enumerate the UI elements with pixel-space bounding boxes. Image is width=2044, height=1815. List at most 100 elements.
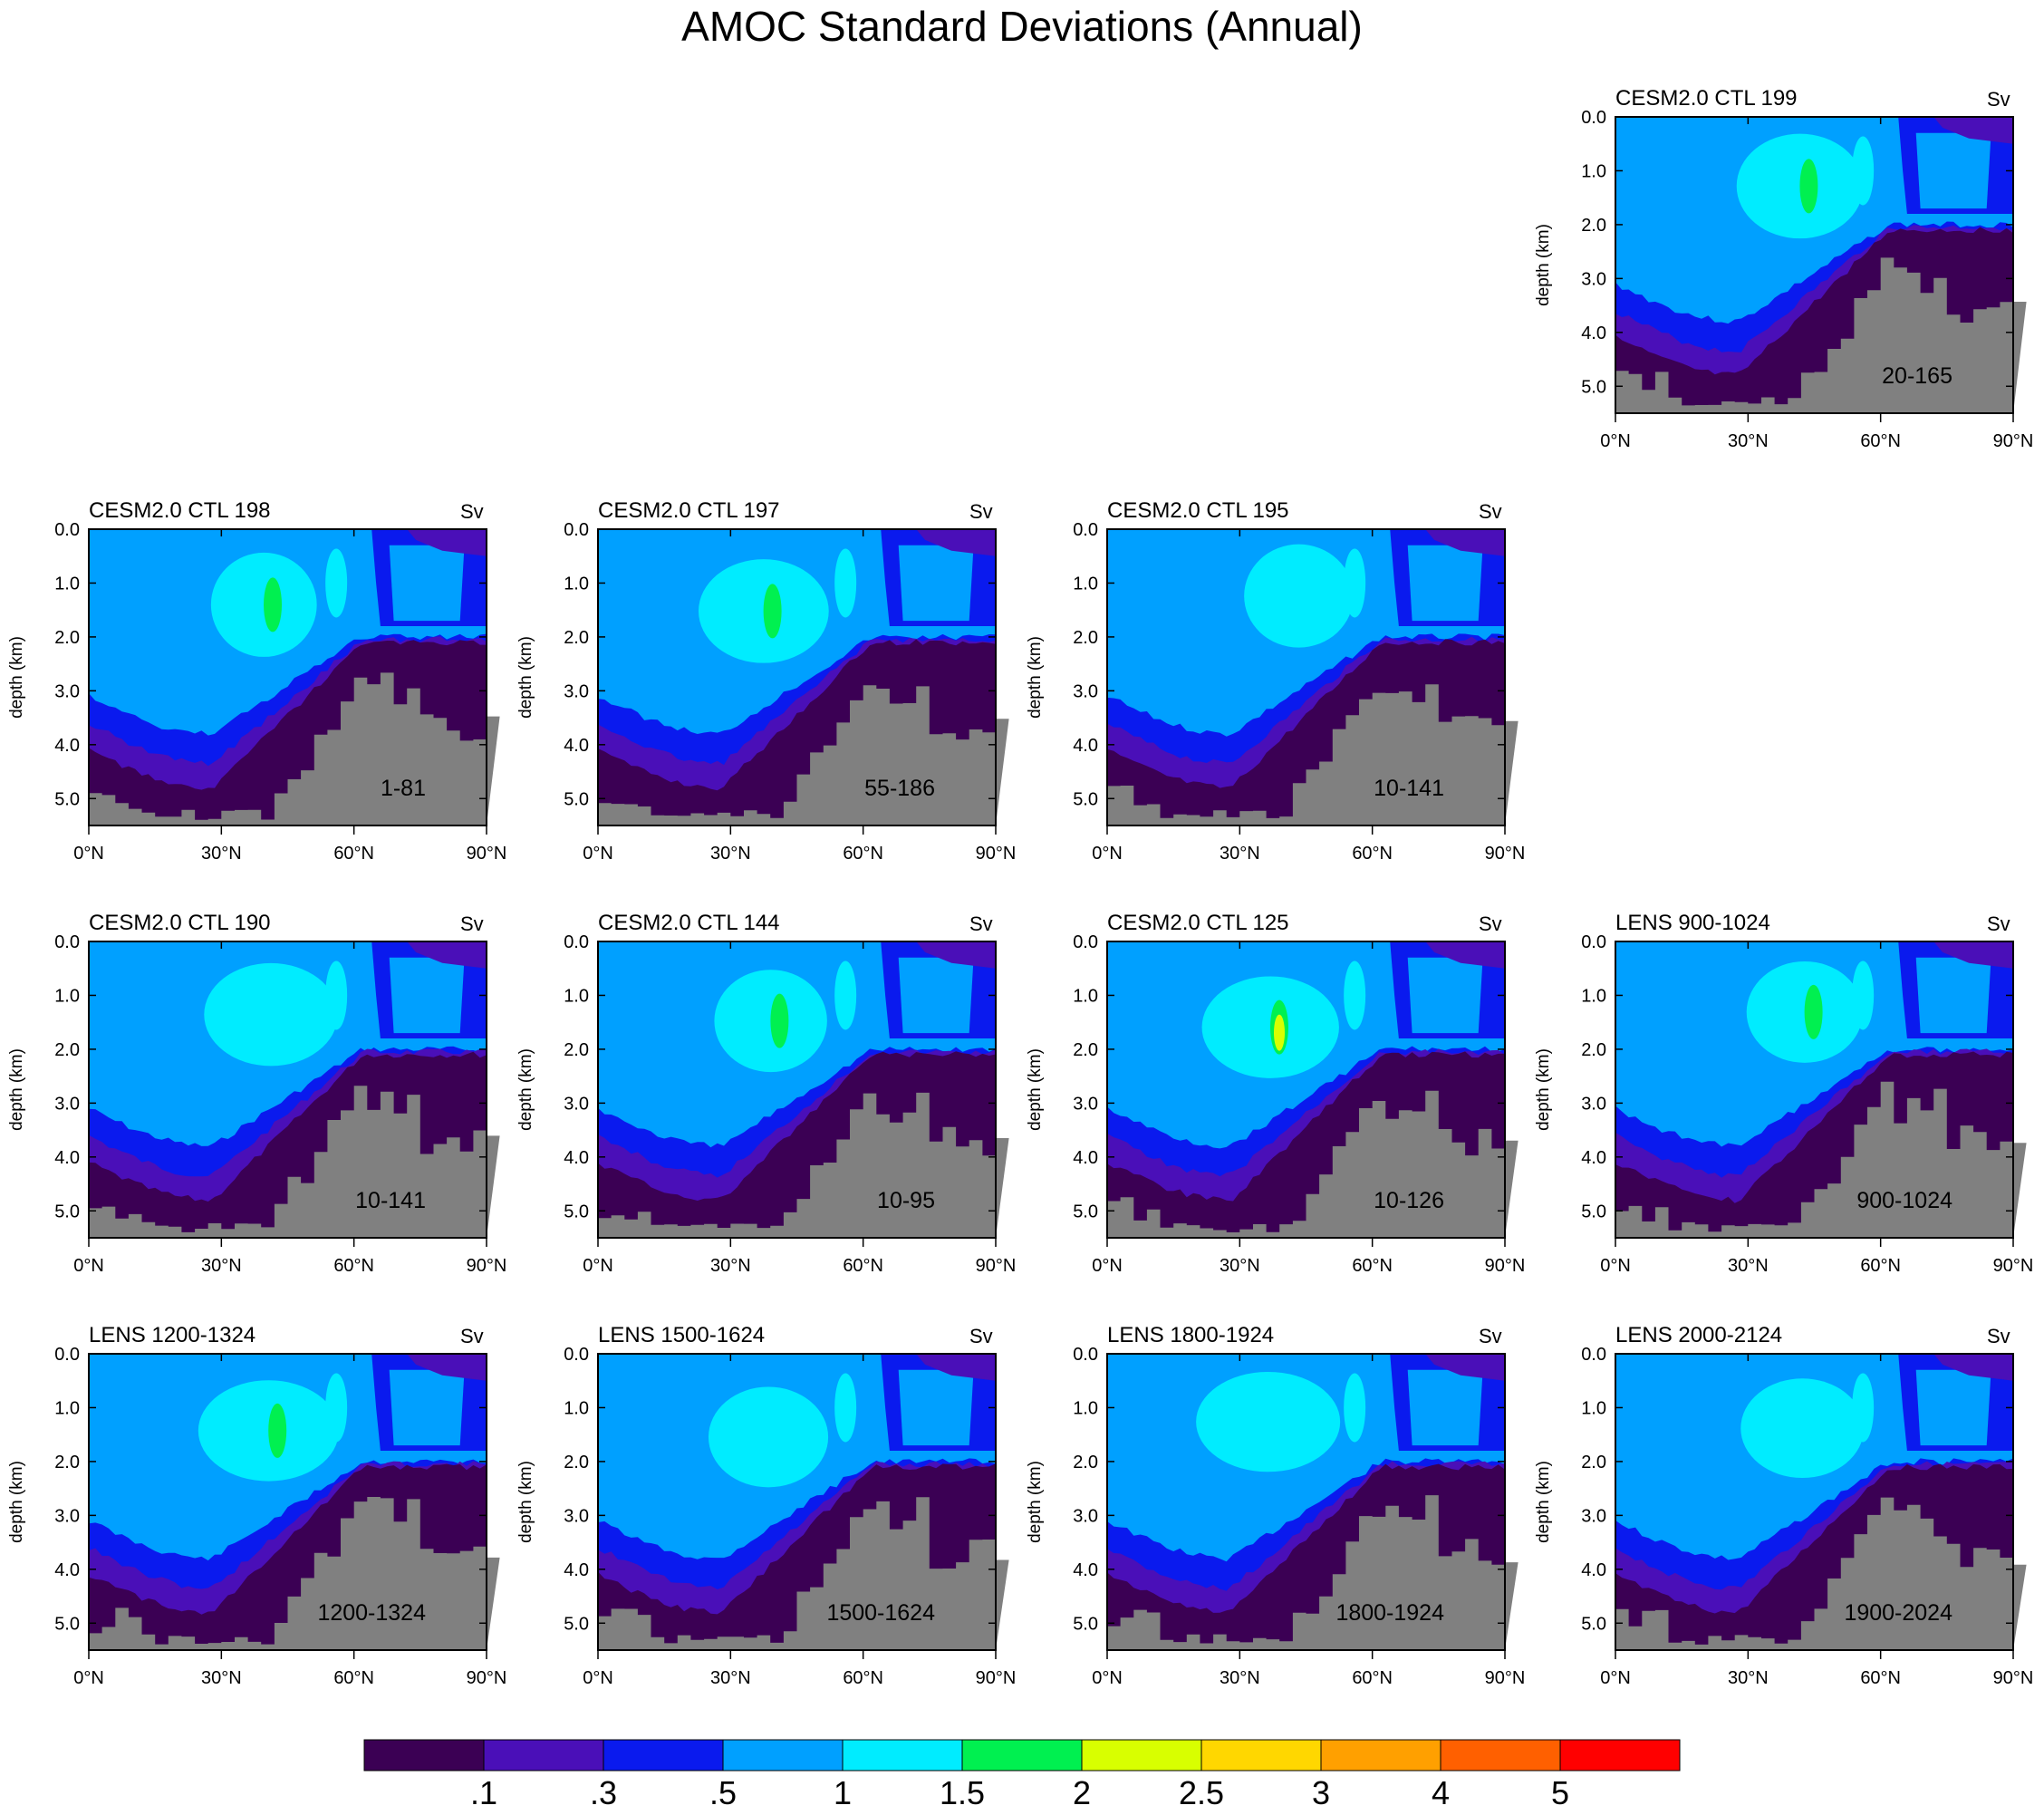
colorbar-label: 1 [833,1774,853,1811]
y-axis-label: depth (km) [7,636,26,719]
bathymetry [89,672,500,825]
y-tick-label: 0.0 [1581,108,1606,128]
panel-year-range: 10-126 [1374,1188,1444,1213]
colorbar-label: 1.5 [939,1774,986,1811]
x-tick-label: 0°N [583,1668,613,1688]
contour-band [325,961,348,1030]
panel-plot: 0.0 1.0 2.0 3.0 4.0 5.0 0°N 30°N 60°N 90°N depth (… [7,932,506,1276]
panel-title: LENS 1500-1624 [598,1323,766,1347]
y-axis-label: depth (km) [1534,1461,1553,1543]
contour-band [1933,1354,2013,1381]
y-axis-label: depth (km) [1026,1461,1045,1543]
contour-band [1915,1369,1991,1446]
y-tick-label: 1.0 [1073,986,1098,1006]
panel-title: CESM2.0 CTL 190 [89,911,271,935]
y-axis-label: depth (km) [1026,1048,1045,1131]
x-tick-label: 60°N [843,844,883,864]
panel: 0.0 1.0 2.0 3.0 4.0 5.0 0°N 30°N 60°N 90°N depth (… [1018,911,1528,1293]
contour-band [763,584,782,639]
contour-band [1915,132,1991,209]
panel-title: CESM2.0 CTL 198 [89,498,271,523]
y-tick-label: 3.0 [564,681,589,701]
y-axis-label: depth (km) [7,1048,26,1131]
y-tick-label: 0.0 [564,1345,589,1365]
x-tick-label: 60°N [1860,1256,1901,1276]
x-tick-label: 0°N [73,1256,104,1276]
y-tick-label: 0.0 [1073,1345,1098,1365]
colorbar-label: 2.5 [1178,1774,1225,1811]
panel: 0.0 1.0 2.0 3.0 4.0 5.0 0°N 30°N 60°N 90°N depth (… [0,498,509,881]
x-tick-label: 90°N [1993,1668,2034,1688]
panel-year-range: 10-95 [877,1188,935,1213]
y-tick-label: 4.0 [564,1560,589,1580]
y-axis-label: depth (km) [1026,636,1045,719]
contour-band [1804,984,1823,1039]
x-tick-label: 0°N [1600,1256,1631,1276]
x-tick-label: 30°N [710,1256,751,1276]
y-tick-label: 5.0 [564,789,589,809]
panel: 0.0 1.0 2.0 3.0 4.0 5.0 0°N 30°N 60°N 90°N depth (… [1527,86,2036,468]
y-tick-label: 4.0 [564,1148,589,1168]
plot-frame [1106,1353,1506,1651]
plot-frame [1106,528,1506,826]
panel-unit: Sv [1987,88,2010,111]
x-tick-label: 0°N [73,844,104,864]
panel-year-range: 1500-1624 [826,1600,935,1626]
y-axis-label: depth (km) [1534,224,1553,306]
contour-band [898,545,974,622]
panel: 0.0 1.0 2.0 3.0 4.0 5.0 0°N 30°N 60°N 90°N depth (… [1527,1323,2036,1705]
y-tick-label: 0.0 [564,932,589,952]
y-tick-label: 2.0 [54,1453,80,1472]
panel-year-range: 10-141 [1374,776,1444,801]
y-tick-label: 2.0 [54,1040,80,1060]
contour-band [1425,941,1505,969]
contour-band [708,1386,829,1488]
y-axis-label: depth (km) [516,1461,535,1543]
colorbar-swatch [1559,1739,1681,1772]
y-axis-label: depth (km) [516,636,535,719]
contour-band [834,548,857,618]
plot-frame [1615,116,2014,414]
x-tick-label: 30°N [710,844,751,864]
plot-frame [1615,941,2014,1239]
y-tick-label: 0.0 [54,1345,80,1365]
y-tick-label: 4.0 [1073,1148,1098,1168]
contour-band [204,962,338,1067]
contour-band [898,957,974,1034]
y-tick-label: 5.0 [1581,1202,1606,1221]
y-tick-label: 3.0 [1073,1506,1098,1526]
y-tick-label: 3.0 [1581,1094,1606,1114]
bathymetry [598,1497,1009,1650]
y-tick-label: 5.0 [54,1614,80,1634]
colorbar-swatch [1081,1739,1202,1772]
x-tick-label: 0°N [583,844,613,864]
contour-band [1425,529,1505,556]
colorbar-swatch [961,1739,1083,1772]
y-tick-label: 3.0 [1581,269,1606,289]
x-tick-label: 30°N [1220,844,1260,864]
x-tick-label: 90°N [467,1668,507,1688]
y-tick-label: 3.0 [1581,1506,1606,1526]
colorbar-swatch [363,1739,485,1772]
y-tick-label: 1.0 [54,986,80,1006]
y-tick-label: 0.0 [54,520,80,540]
y-tick-label: 0.0 [1581,932,1606,952]
panel-title: CESM2.0 CTL 199 [1615,86,1798,111]
y-tick-label: 4.0 [1581,323,1606,343]
y-tick-label: 5.0 [54,789,80,809]
colorbar-label: .3 [589,1774,618,1811]
contour-band [1407,1369,1483,1446]
panel-year-range: 20-165 [1882,363,1952,389]
panel-plot: 0.0 1.0 2.0 3.0 4.0 5.0 0°N 30°N 60°N 90°N depth (… [7,520,506,864]
panel-plot: 0.0 1.0 2.0 3.0 4.0 5.0 0°N 30°N 60°N 90°N depth (… [1534,108,2033,451]
colorbar-swatch [842,1739,963,1772]
panel-year-range: 55-186 [864,776,935,801]
y-tick-label: 2.0 [1073,1040,1098,1060]
contour-band [1196,1371,1341,1472]
panel: 0.0 1.0 2.0 3.0 4.0 5.0 0°N 30°N 60°N 90°N depth (… [1018,498,1528,881]
panel-title: CESM2.0 CTL 197 [598,498,780,523]
y-tick-label: 3.0 [564,1506,589,1526]
contour-band [389,957,465,1034]
bathymetry [598,685,1009,825]
